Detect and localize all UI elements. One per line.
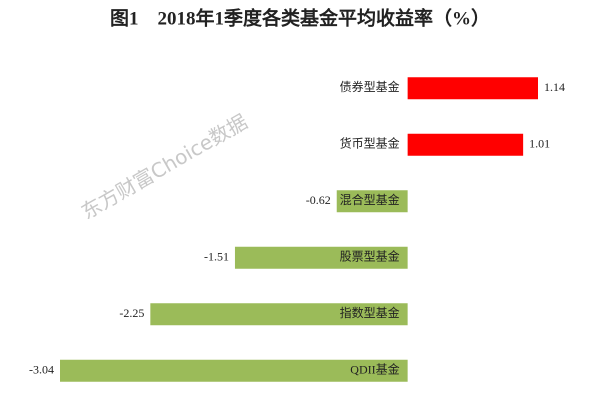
value-label: 1.01 [529,137,550,151]
value-label: -1.51 [204,250,229,264]
bar [234,246,408,269]
bar [336,190,408,213]
category-label: 债券型基金 [340,79,400,94]
category-label: 指数型基金 [340,305,400,320]
chart-title: 图1 2018年1季度各类基金平均收益率（%） [110,6,490,29]
category-label: 货币型基金 [340,136,400,151]
bar [407,77,538,100]
bar [60,359,408,382]
category-label: 混合型基金 [340,192,400,207]
value-label: -3.04 [29,363,54,377]
value-label: -0.62 [306,193,331,207]
watermark: 东方财富Choice数据 [77,109,252,224]
category-label: QDII基金 [350,362,399,377]
bar [150,303,408,326]
value-label: 1.14 [544,80,565,94]
value-label: -2.25 [119,306,144,320]
category-label: 股票型基金 [340,249,400,264]
bar [407,133,524,156]
